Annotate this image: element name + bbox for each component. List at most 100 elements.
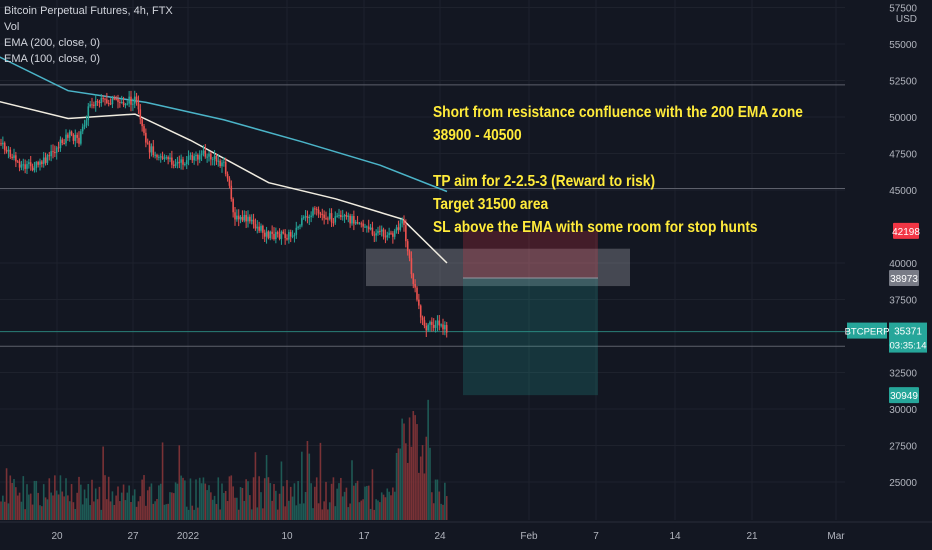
candle-body bbox=[213, 155, 216, 160]
candle-body bbox=[334, 216, 337, 223]
candle-body bbox=[180, 159, 182, 163]
volume-bar bbox=[302, 503, 305, 520]
volume-bar bbox=[319, 442, 322, 520]
candle-body bbox=[445, 325, 448, 333]
legend-ema-100[interactable]: EMA (100, close, 0) bbox=[4, 53, 100, 65]
volume-bar bbox=[414, 415, 416, 520]
candle-body bbox=[431, 321, 433, 325]
candle-body bbox=[419, 305, 422, 318]
candle-body bbox=[74, 134, 77, 141]
candle-body bbox=[76, 134, 78, 138]
annotation-line[interactable]: Short from resistance confluence with th… bbox=[433, 103, 803, 121]
candle-body bbox=[347, 215, 350, 217]
candle-body bbox=[0, 143, 2, 145]
volume-bar bbox=[445, 496, 448, 520]
volume-bar bbox=[39, 505, 41, 520]
candle-body bbox=[146, 142, 149, 144]
candle-body bbox=[358, 223, 361, 225]
candle-body bbox=[286, 238, 288, 240]
time-axis[interactable]: 20 27 2022 10 17 24 Feb 7 14 21 Mar bbox=[0, 521, 932, 550]
candle-body bbox=[256, 226, 259, 229]
candle-body bbox=[109, 103, 112, 105]
annotation-line[interactable]: SL above the EMA with some room for stop… bbox=[433, 218, 758, 236]
volume-bar bbox=[182, 477, 184, 520]
candle-body bbox=[375, 233, 377, 236]
volume-bar bbox=[165, 504, 168, 520]
candle-body bbox=[302, 217, 305, 219]
legend-ema-200[interactable]: EMA (200, close, 0) bbox=[4, 37, 100, 49]
price-tick-label: 25000 bbox=[889, 478, 917, 489]
candle-body bbox=[429, 321, 431, 325]
candle-body bbox=[436, 320, 439, 325]
candle-body bbox=[78, 137, 80, 144]
price-tick-label: 40000 bbox=[889, 259, 917, 270]
candle-body bbox=[247, 216, 249, 222]
candle-body bbox=[371, 227, 374, 235]
time-axis-background bbox=[0, 522, 932, 550]
target-badge bbox=[889, 387, 919, 404]
volume-bar bbox=[37, 492, 39, 520]
volume-bar bbox=[323, 501, 325, 520]
candle-body bbox=[273, 233, 275, 240]
annotation-text[interactable]: Short from resistance confluence with th… bbox=[433, 103, 803, 236]
candle-body bbox=[295, 227, 298, 235]
volume-bar bbox=[241, 488, 244, 520]
price-tick-label: 27500 bbox=[889, 442, 917, 453]
volume-bar bbox=[390, 495, 392, 520]
candle-body bbox=[380, 229, 383, 232]
candle-body bbox=[13, 155, 15, 158]
volume-bar bbox=[353, 485, 355, 520]
candle-body bbox=[35, 162, 38, 169]
ema-200-line[interactable] bbox=[0, 47, 448, 193]
candle-body bbox=[336, 215, 338, 217]
short-position-tool[interactable] bbox=[463, 230, 598, 396]
volume-bar bbox=[3, 501, 6, 520]
candle-body bbox=[317, 209, 320, 214]
symbol-title[interactable]: Bitcoin Perpetual Futures, 4h, FTX bbox=[4, 5, 173, 17]
volume-bar bbox=[367, 485, 370, 520]
ema-100-line[interactable] bbox=[0, 97, 448, 264]
candle-body bbox=[373, 234, 376, 236]
candle-body bbox=[122, 102, 125, 105]
candle-body bbox=[178, 161, 181, 163]
stop-loss-zone[interactable] bbox=[463, 230, 598, 278]
volume-bar bbox=[280, 461, 283, 520]
candle-body bbox=[185, 160, 188, 164]
volume-bar bbox=[96, 499, 99, 520]
annotation-line[interactable]: TP aim for 2-2.5-3 (Reward to risk) bbox=[433, 172, 655, 190]
candle-body bbox=[132, 103, 134, 105]
candle-body bbox=[349, 215, 351, 224]
candle-body bbox=[83, 124, 86, 127]
candle-body bbox=[72, 134, 75, 141]
volume-bar bbox=[395, 453, 398, 520]
candle-body bbox=[65, 134, 67, 144]
candle-body bbox=[221, 162, 223, 167]
volume-bar bbox=[297, 481, 299, 520]
volume-bar bbox=[46, 499, 49, 520]
volume-bar bbox=[139, 496, 142, 520]
volume-bar bbox=[172, 493, 175, 520]
annotation-line[interactable]: 38900 - 40500 bbox=[433, 126, 522, 144]
candle-body bbox=[70, 131, 73, 135]
volume-bar bbox=[224, 490, 227, 520]
candle-body bbox=[42, 157, 45, 165]
volume-bar bbox=[401, 418, 403, 520]
take-profit-zone[interactable] bbox=[463, 277, 598, 396]
legend-volume[interactable]: Vol bbox=[4, 21, 20, 33]
candle-body bbox=[236, 215, 238, 220]
volume-bar bbox=[373, 509, 376, 520]
candle-body bbox=[323, 214, 325, 219]
candle-body bbox=[434, 324, 437, 328]
candle-body bbox=[250, 219, 253, 222]
volume-bar bbox=[382, 494, 385, 520]
volume-bar bbox=[143, 475, 145, 520]
volume-bar bbox=[354, 483, 357, 520]
candle-body bbox=[345, 215, 348, 217]
annotation-line[interactable]: Target 31500 area bbox=[433, 195, 549, 213]
candle-body bbox=[29, 162, 32, 167]
candle-body bbox=[52, 151, 54, 153]
volume-bar bbox=[63, 496, 65, 520]
volume-bar bbox=[180, 475, 182, 520]
volume-bar bbox=[444, 482, 446, 520]
